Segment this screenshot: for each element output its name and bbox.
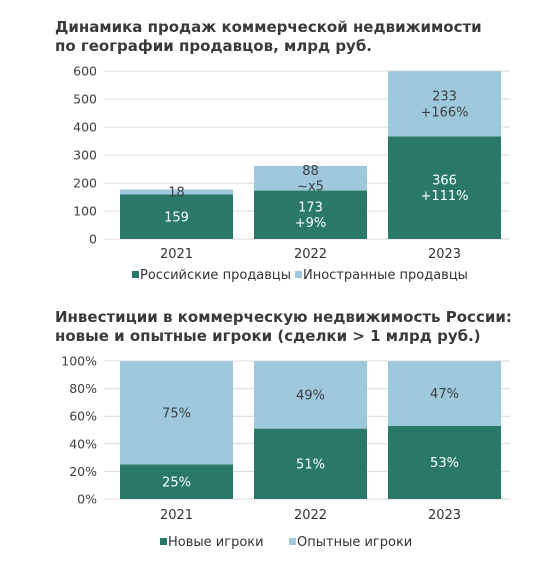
legend-swatch bbox=[295, 271, 302, 278]
data-label: 47% bbox=[430, 387, 459, 402]
y-tick-label: 100 bbox=[73, 204, 97, 219]
bar-bottom-segment bbox=[120, 464, 233, 499]
y-tick-label: 0 bbox=[89, 232, 97, 247]
bar-top-segment bbox=[388, 361, 501, 426]
x-category-label: 2022 bbox=[294, 508, 327, 523]
data-label: 25% bbox=[162, 475, 191, 490]
x-category-label: 2021 bbox=[160, 247, 193, 262]
chart-plot: 0 100 200 300 400 500 600 159 18 2021 173 +9% 88 ~x5 2… bbox=[73, 64, 510, 283]
chart-new-vs-experienced-investors: Инвестиции в коммерческую недвижимость Р… bbox=[0, 300, 558, 565]
chart-title: Динамика продаж коммерческой недвижимост… bbox=[55, 18, 482, 55]
legend-label: Иностранные продавцы bbox=[303, 268, 468, 283]
legend-label: Российские продавцы bbox=[140, 268, 291, 283]
y-tick-label: 80% bbox=[69, 381, 97, 396]
data-label: 366 +111% bbox=[420, 174, 468, 205]
data-label: 173 +9% bbox=[295, 201, 327, 232]
y-tick-label: 20% bbox=[69, 464, 97, 479]
legend-label: Новые игроки bbox=[168, 535, 264, 550]
bar-top-segment bbox=[120, 189, 233, 195]
data-label: 88 ~x5 bbox=[297, 164, 324, 195]
data-label: 51% bbox=[296, 457, 325, 472]
y-tick-label: 600 bbox=[73, 64, 97, 79]
chart-sales-by-seller-geography: Динамика продаж коммерческой недвижимост… bbox=[55, 18, 510, 283]
bar-top-segment bbox=[254, 165, 367, 191]
y-tick-label: 200 bbox=[73, 176, 97, 191]
y-tick-label: 400 bbox=[73, 120, 97, 135]
data-label: 75% bbox=[162, 406, 191, 421]
data-label: 233 +166% bbox=[420, 90, 468, 121]
y-tick-label: 300 bbox=[73, 148, 97, 163]
chart-plot: 0% 20% 40% 60% 80% 100% 25% 75% 2021 51% 49% 2022 53… bbox=[61, 354, 510, 550]
y-tick-label: 60% bbox=[69, 409, 97, 424]
legend-swatch bbox=[289, 538, 296, 545]
bar-bottom-segment bbox=[254, 190, 367, 239]
x-category-label: 2021 bbox=[160, 508, 193, 523]
y-tick-label: 40% bbox=[69, 436, 97, 451]
data-label: 159 bbox=[164, 210, 189, 225]
y-tick-label: 100% bbox=[61, 354, 97, 369]
x-category-label: 2023 bbox=[428, 508, 461, 523]
legend-label: Опытные игроки bbox=[297, 535, 412, 550]
bar-top-segment bbox=[388, 71, 501, 137]
bar-bottom-segment bbox=[388, 425, 501, 499]
legend-swatch bbox=[132, 271, 139, 278]
bar-top-segment bbox=[120, 361, 233, 465]
legend-swatch bbox=[160, 538, 167, 545]
x-category-label: 2023 bbox=[428, 247, 461, 262]
data-label: 53% bbox=[430, 456, 459, 471]
y-tick-label: 0% bbox=[77, 492, 97, 507]
data-label: 18 bbox=[168, 186, 185, 201]
bar-top-segment bbox=[254, 361, 367, 429]
bar-bottom-segment bbox=[254, 428, 367, 499]
data-label: 49% bbox=[296, 388, 325, 403]
bar-bottom-segment bbox=[388, 136, 501, 239]
y-tick-label: 500 bbox=[73, 92, 97, 107]
x-category-label: 2022 bbox=[294, 247, 327, 262]
chart-title: Инвестиции в коммерческую недвижимость Р… bbox=[55, 308, 512, 345]
bar-bottom-segment bbox=[120, 194, 233, 239]
